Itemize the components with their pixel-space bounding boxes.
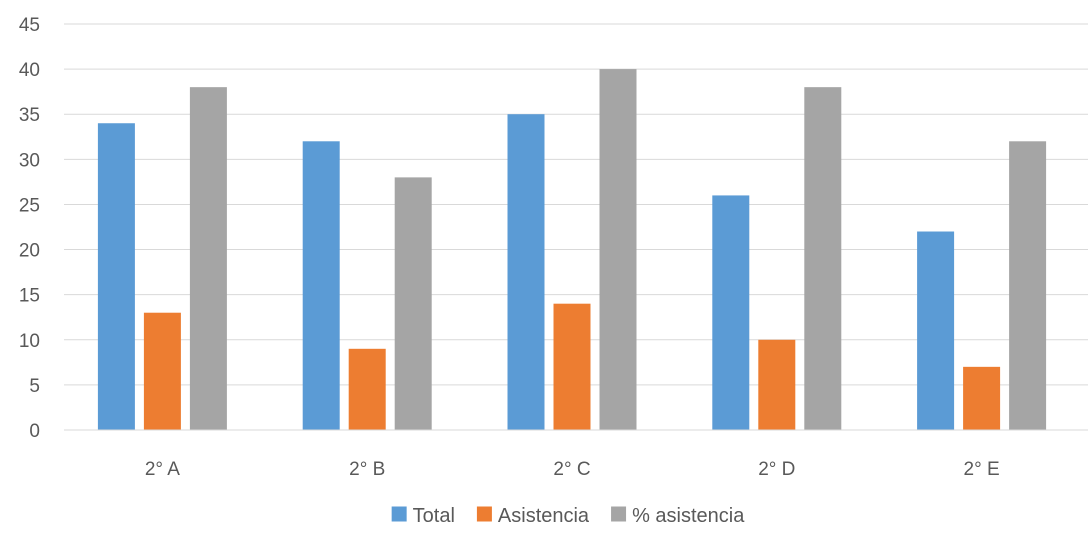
bar-asistencia-5 xyxy=(1009,141,1047,431)
y-tick-label: 45 xyxy=(19,15,40,36)
x-tick-label: 2° B xyxy=(349,459,385,480)
x-tick-label: 2° A xyxy=(145,459,180,480)
y-tick-label: 20 xyxy=(19,241,40,262)
y-tick-label: 40 xyxy=(19,60,40,81)
legend-label: Total xyxy=(413,505,455,527)
x-tick-label: 2° E xyxy=(964,459,1000,480)
bar-total-1 xyxy=(97,123,135,430)
bar-asistencia-4 xyxy=(804,87,842,431)
bars xyxy=(97,69,1047,431)
y-tick-label: 30 xyxy=(19,150,40,171)
y-tick-label: 35 xyxy=(19,105,40,126)
y-tick-label: 5 xyxy=(29,376,40,397)
bar-total-3 xyxy=(507,114,545,430)
bar-total-4 xyxy=(712,195,750,430)
gridlines xyxy=(64,23,1088,386)
legend: Total Asistencia % asistencia xyxy=(391,505,745,527)
bar-asistencia-5 xyxy=(963,366,1001,430)
bar-asistencia-4 xyxy=(758,339,796,430)
y-tick-label: 25 xyxy=(19,195,40,216)
legend-swatch xyxy=(611,506,627,522)
legend-label: Asistencia xyxy=(498,505,590,527)
bar-asistencia-1 xyxy=(189,87,227,431)
bar-asistencia-1 xyxy=(143,312,181,430)
bar-asistencia-3 xyxy=(599,69,637,430)
x-tick-label: 2° C xyxy=(553,459,590,480)
bar-asistencia-2 xyxy=(348,348,386,430)
legend-label: % asistencia xyxy=(632,505,745,527)
y-tick-label: 0 xyxy=(29,421,40,442)
y-tick-label: 10 xyxy=(19,331,40,352)
y-tick-label: 15 xyxy=(19,286,40,307)
x-tick-label: 2° D xyxy=(758,459,795,480)
legend-swatch xyxy=(391,506,407,522)
y-axis-tick-labels: 0 5 10 15 20 25 30 35 40 45 xyxy=(19,15,40,442)
bar-asistencia-3 xyxy=(553,303,591,430)
legend-swatch xyxy=(476,506,492,522)
bar-total-2 xyxy=(302,141,340,431)
bar-total-5 xyxy=(917,231,955,430)
x-axis-tick-labels: 2° A 2° B 2° C 2° D 2° E xyxy=(145,459,1000,480)
bar-asistencia-2 xyxy=(394,177,432,430)
